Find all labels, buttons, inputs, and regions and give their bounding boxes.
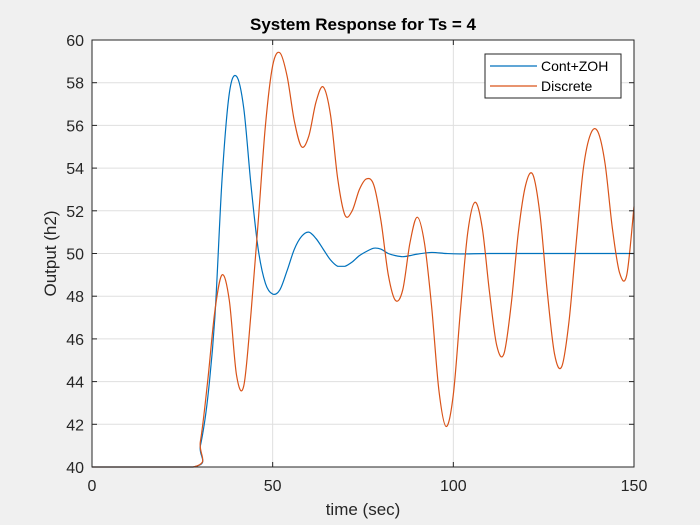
y-tick-label: 58 [66,76,84,93]
x-tick-label: 100 [440,478,467,495]
y-tick-label: 54 [66,161,84,178]
y-tick-label: 60 [66,33,84,50]
y-tick-label: 52 [66,204,84,221]
y-tick-label: 56 [66,118,84,135]
legend-label-cont-zoh: Cont+ZOH [541,58,608,74]
legend-box [484,53,622,99]
y-axis-label: Output (h2) [41,211,60,297]
y-tick-label: 40 [66,460,84,477]
y-tick-label: 50 [66,247,84,264]
legend: Cont+ZOH Discrete [484,53,622,99]
x-tick-label: 50 [264,478,282,495]
series-line-cont-zoh [91,74,635,468]
legend-label-discrete: Discrete [541,78,593,94]
chart-title: System Response for Ts = 4 [250,15,477,34]
series-lines [91,51,635,468]
y-tick-label: 48 [66,289,84,306]
y-tick-label: 44 [66,375,84,392]
x-axis-label: time (sec) [326,500,401,519]
ticks: 0 50 100 150 40 42 44 46 48 50 52 54 56 58 60 [66,33,647,495]
x-tick-label: 150 [621,478,648,495]
x-tick-label: 0 [88,478,97,495]
y-tick-label: 46 [66,332,84,349]
series-line-discrete [91,51,635,468]
y-tick-label: 42 [66,417,84,434]
